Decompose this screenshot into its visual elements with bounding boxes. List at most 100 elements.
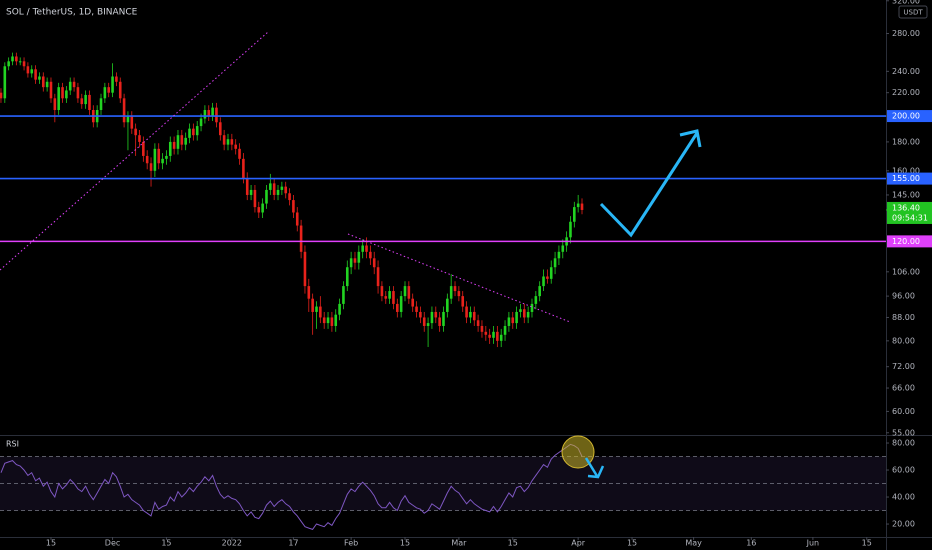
candle-body bbox=[242, 158, 245, 179]
candle-body bbox=[411, 298, 414, 307]
candle-body bbox=[3, 66, 7, 99]
candle-body bbox=[449, 286, 453, 299]
candle-body bbox=[45, 81, 49, 88]
y-tick-label: 55.00 bbox=[892, 428, 915, 437]
candle-body bbox=[41, 76, 45, 88]
candle-body bbox=[422, 317, 426, 326]
candle-body bbox=[234, 144, 237, 149]
rsi-arrow bbox=[584, 457, 599, 477]
level-label: 155.00 bbox=[892, 174, 920, 183]
candle-body bbox=[345, 267, 349, 287]
candle-body bbox=[457, 291, 461, 297]
candle-body bbox=[538, 286, 541, 297]
rsi-label: RSI bbox=[6, 440, 19, 449]
candle-body bbox=[72, 81, 76, 88]
level-label-box bbox=[887, 235, 932, 248]
candle-body bbox=[407, 286, 411, 299]
candle-body bbox=[476, 320, 480, 326]
candle-body bbox=[253, 189, 257, 208]
candle-body bbox=[195, 126, 199, 136]
candle-body bbox=[15, 56, 18, 62]
candle-body bbox=[65, 90, 68, 99]
candle-body bbox=[453, 286, 457, 292]
candle-body bbox=[526, 311, 530, 318]
candle-body bbox=[569, 221, 572, 238]
y-tick-label: 180.00 bbox=[892, 137, 920, 146]
y-tick-label: 160.00 bbox=[892, 166, 920, 175]
candle-body bbox=[138, 135, 141, 142]
candle-body bbox=[11, 56, 14, 62]
y-tick-label: 66.00 bbox=[892, 384, 915, 393]
candle-body bbox=[415, 306, 418, 312]
candle-body bbox=[176, 135, 180, 149]
candle-body bbox=[365, 245, 368, 252]
candle-body bbox=[434, 311, 438, 318]
candle-body bbox=[84, 94, 87, 105]
x-tick-label: Apr bbox=[571, 539, 586, 548]
y-tick-label: 72.00 bbox=[892, 362, 915, 371]
candle-body bbox=[580, 203, 584, 210]
candle-body bbox=[57, 87, 60, 111]
candle-body bbox=[507, 317, 511, 326]
candle-body bbox=[369, 251, 372, 259]
last-price-label: 136.40 bbox=[892, 203, 920, 212]
candle-body bbox=[326, 317, 330, 324]
candle-body bbox=[230, 139, 234, 145]
candle-body bbox=[488, 334, 491, 338]
candle-body bbox=[519, 309, 522, 312]
candle-body bbox=[22, 61, 26, 67]
candle-body bbox=[76, 87, 80, 99]
candle-body bbox=[107, 87, 111, 93]
y-tick-label: 80.00 bbox=[892, 336, 915, 345]
candle-body bbox=[534, 296, 538, 304]
candle-body bbox=[7, 61, 10, 67]
rsi-tick-label: 40.00 bbox=[892, 493, 915, 502]
candle-body bbox=[461, 296, 465, 307]
candle-body bbox=[142, 141, 145, 156]
x-tick-label: 15 bbox=[400, 539, 410, 548]
candle-body bbox=[115, 76, 118, 82]
candle-body bbox=[380, 286, 384, 297]
candle-body bbox=[180, 135, 184, 145]
candle-body bbox=[372, 258, 376, 268]
level-label-box bbox=[887, 172, 932, 185]
candle-body bbox=[172, 141, 176, 149]
candle-body bbox=[280, 186, 284, 190]
candle-body bbox=[218, 122, 222, 136]
candle-body bbox=[399, 296, 403, 312]
rsi-arrow-head bbox=[587, 465, 605, 479]
candle-body bbox=[126, 116, 130, 123]
candle-body bbox=[573, 207, 576, 222]
y-tick-label: 88.00 bbox=[892, 313, 915, 322]
candle-body bbox=[111, 76, 114, 93]
candle-body bbox=[361, 245, 364, 252]
candle-body bbox=[503, 325, 507, 335]
candle-body bbox=[245, 178, 249, 195]
candle-body bbox=[542, 276, 545, 287]
candle-body bbox=[49, 81, 53, 99]
x-tick-label: Mar bbox=[451, 539, 467, 548]
x-tick-label: 15 bbox=[161, 539, 171, 548]
candle-body bbox=[203, 110, 207, 119]
y-tick-label: 106.00 bbox=[892, 267, 920, 276]
candle-body bbox=[103, 87, 107, 99]
candle-body bbox=[288, 193, 291, 201]
candle-body bbox=[18, 61, 22, 63]
candle-body bbox=[553, 258, 557, 268]
candle-body bbox=[515, 311, 518, 324]
candle-body bbox=[549, 267, 553, 279]
candle-body bbox=[376, 267, 380, 287]
rsi-tick-label: 80.00 bbox=[892, 439, 915, 448]
level-label: 200.00 bbox=[892, 112, 920, 121]
candle-body bbox=[99, 98, 103, 111]
candle-body bbox=[442, 311, 445, 326]
candle-body bbox=[349, 258, 353, 268]
candle-body bbox=[165, 155, 168, 159]
candle-body bbox=[426, 323, 430, 326]
candle-body bbox=[396, 303, 399, 312]
candle-body bbox=[184, 137, 187, 145]
candle-body bbox=[430, 311, 434, 324]
x-tick-label: Dec bbox=[105, 539, 120, 548]
candle-body bbox=[342, 286, 345, 304]
